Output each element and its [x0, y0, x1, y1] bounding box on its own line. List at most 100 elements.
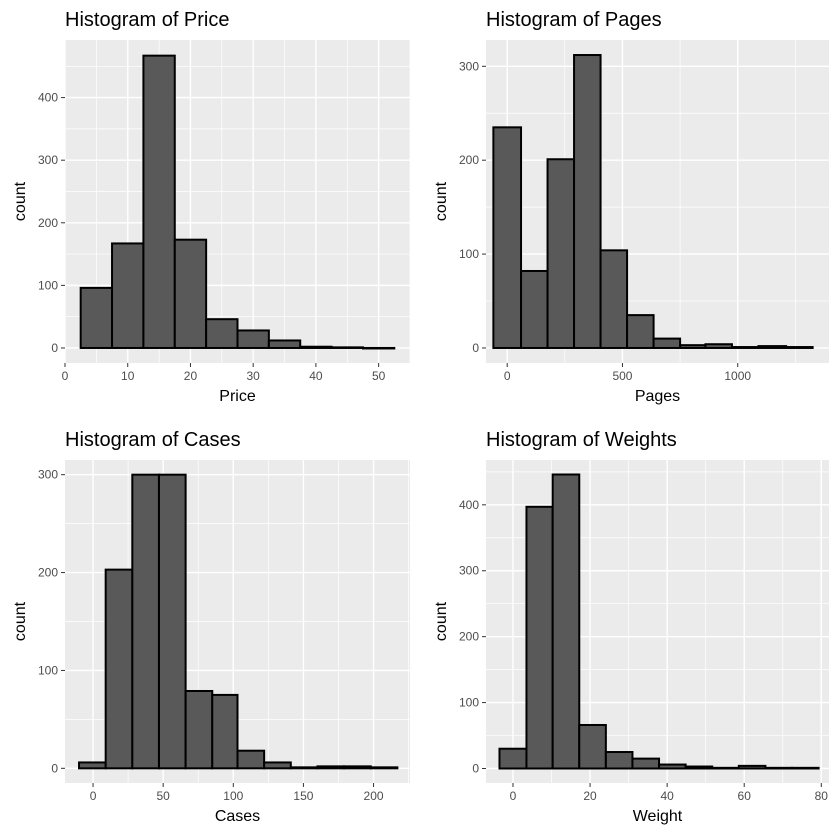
- histogram-bar: [791, 766, 820, 770]
- histogram-bar: [785, 346, 814, 349]
- chart-title: Histogram of Price: [65, 9, 230, 31]
- x-tick-label: 80: [815, 789, 829, 803]
- histogram-bar: [551, 473, 581, 770]
- y-tick-label: 200: [459, 630, 479, 644]
- histogram-bar: [498, 747, 528, 770]
- x-tick-label: 30: [247, 369, 261, 383]
- y-tick-label: 100: [38, 663, 58, 677]
- y-tick-label: 300: [459, 564, 479, 578]
- gridlines: [65, 460, 410, 783]
- histogram-bar: [361, 346, 396, 350]
- histogram-bar: [546, 158, 576, 349]
- histogram-bar: [604, 751, 634, 770]
- x-tick-label: 200: [364, 789, 384, 803]
- y-tick-label: 300: [459, 59, 479, 73]
- x-tick-label: 50: [156, 789, 170, 803]
- x-tick-label: 0: [90, 789, 97, 803]
- histogram-bar: [704, 343, 733, 349]
- y-axis-title: count: [12, 181, 29, 221]
- histogram-bar: [157, 473, 187, 770]
- x-tick-label: 10: [121, 369, 135, 383]
- histogram-bar: [78, 761, 107, 770]
- x-axis-title: Pages: [635, 388, 680, 405]
- x-tick-label: 50: [372, 369, 386, 383]
- histogram-bar: [652, 337, 682, 349]
- histogram-bar: [369, 766, 399, 770]
- y-tick-label: 400: [38, 91, 58, 105]
- histogram-bar: [289, 766, 319, 770]
- histogram-bar: [211, 693, 239, 770]
- histogram-bar: [737, 764, 767, 770]
- y-axis-title: count: [433, 181, 450, 221]
- histogram-bar: [520, 269, 549, 349]
- histogram-bar: [299, 345, 333, 349]
- histogram-bar: [111, 242, 145, 349]
- y-axis-title: count: [12, 601, 29, 641]
- y-tick-label: 0: [472, 761, 479, 775]
- y-tick-label: 100: [459, 696, 479, 710]
- histogram-bar: [173, 238, 208, 349]
- x-tick-label: 1000: [724, 369, 751, 383]
- x-tick-label: 0: [62, 369, 69, 383]
- x-tick-label: 150: [293, 789, 313, 803]
- x-tick-label: 500: [612, 369, 632, 383]
- histogram-bar: [573, 54, 602, 349]
- y-tick-label: 300: [38, 153, 58, 167]
- x-axis-title: Cases: [215, 808, 260, 825]
- y-tick-label: 100: [459, 247, 479, 261]
- x-tick-label: 60: [738, 789, 752, 803]
- histogram-bar: [599, 249, 629, 349]
- histogram-panel-4: 0 100 200 300 400 0 20 40 60 80 Weight count Histogr…: [433, 429, 829, 825]
- y-axis-title: count: [433, 601, 450, 641]
- y-tick-label: 100: [38, 278, 58, 292]
- histogram-bar: [525, 505, 554, 770]
- x-axis-title: Price: [219, 388, 256, 405]
- histogram-bar: [658, 763, 687, 770]
- y-tick-label: 0: [51, 341, 58, 355]
- histogram-panel-1: 0 100 200 300 400 0 10 20 30 40 50 Price count Histog…: [12, 9, 410, 405]
- y-tick-label: 200: [38, 566, 58, 580]
- chart-title: Histogram of Cases: [65, 429, 241, 451]
- histogram-bar: [679, 344, 707, 349]
- chart-title: Histogram of Weights: [486, 429, 677, 451]
- y-tick-label: 200: [38, 216, 58, 230]
- histogram-bar: [711, 766, 740, 770]
- histogram-panel-2: 0 100 200 300 0 500 1000 Pages count Histogram of…: [433, 9, 829, 405]
- histogram-panel-3: 0 100 200 300 0 50 100 150 200 Cases count Histogra…: [12, 429, 410, 825]
- x-tick-label: 20: [583, 789, 597, 803]
- histogram-bar: [631, 757, 661, 770]
- x-tick-label: 100: [223, 789, 243, 803]
- histogram-bar: [764, 766, 794, 770]
- histogram-bar: [131, 473, 160, 770]
- x-tick-label: 40: [660, 789, 674, 803]
- histogram-bar: [330, 346, 364, 349]
- histogram-bar: [626, 314, 655, 349]
- histogram-bar: [104, 568, 134, 770]
- histogram-bar: [142, 54, 176, 349]
- histogram-bar: [236, 749, 266, 770]
- y-tick-label: 400: [459, 498, 479, 512]
- x-tick-label: 0: [504, 369, 511, 383]
- y-tick-label: 200: [459, 153, 479, 167]
- histogram-bar: [263, 761, 292, 770]
- chart-title: Histogram of Pages: [486, 9, 662, 31]
- histogram-bar: [684, 765, 714, 770]
- histogram-bar: [79, 286, 114, 349]
- histogram-bar: [578, 723, 607, 770]
- y-tick-label: 300: [38, 468, 58, 482]
- histogram-bar: [316, 765, 346, 770]
- histogram-bar: [267, 339, 302, 349]
- histogram-bar: [236, 329, 270, 349]
- histogram-bar: [205, 318, 239, 349]
- x-axis-title: Weight: [633, 808, 683, 825]
- y-tick-label: 0: [51, 761, 58, 775]
- histogram-bar: [757, 345, 788, 349]
- x-tick-label: 40: [309, 369, 323, 383]
- x-tick-label: 20: [184, 369, 198, 383]
- x-tick-label: 0: [510, 789, 517, 803]
- histogram-bar: [343, 765, 372, 770]
- histogram-bar: [730, 346, 760, 349]
- histogram-bar: [492, 126, 523, 349]
